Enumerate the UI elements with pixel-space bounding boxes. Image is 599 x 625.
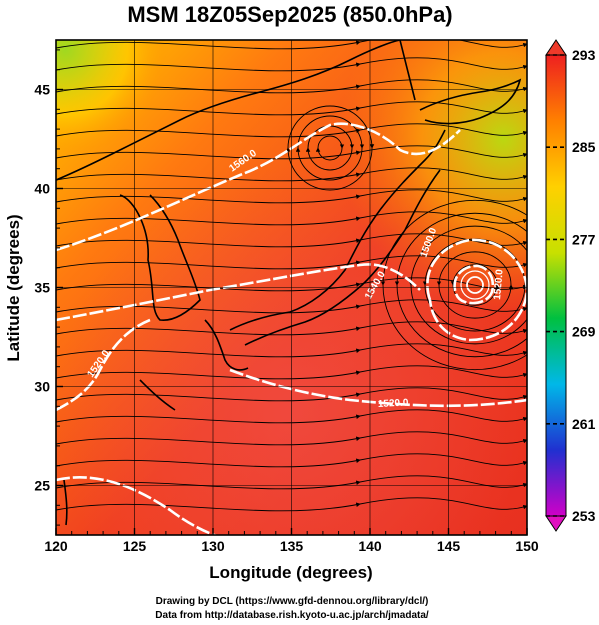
contour-typhoon-outer [426,238,527,342]
map-title: MSM 18Z05Sep2025 (850.0hPa) [127,2,452,27]
map-plot-area: 1560.0 1540.0 1520.0 1520.0 1520.0 1500.… [56,40,527,535]
streamline [56,255,527,270]
contour-label-1520-south: 1520.0 [378,397,410,410]
y-tick-label: 30 [34,379,50,395]
y-tick-label: 45 [34,82,50,98]
colorbar-ticks: 253 261 269 277 285 293 [546,47,596,524]
streamline [56,145,527,160]
contour-1540 [56,263,421,322]
colorbar: 253 261 269 277 285 293 [545,39,596,532]
coastlines [56,40,522,526]
colorbar-top-arrow [545,39,567,56]
lat-lon-grid [56,40,527,535]
colorbar-tick-label: 293 [572,47,596,63]
coastline-continent [56,40,401,181]
contour-1520-south [229,368,527,408]
credit-data: Data from http://database.rish.kyoto-u.a… [155,610,429,621]
streamline [56,475,527,490]
streamline [56,365,527,380]
streamline [56,497,527,512]
contour-1520-west [56,318,151,412]
x-axis: 120 125 130 135 140 145 150 [44,528,539,554]
x-tick-label: 145 [437,538,461,554]
x-tick-label: 140 [358,538,382,554]
streamline [56,79,527,94]
x-tick-label: 135 [280,538,304,554]
coastline-honshu-pacific [244,169,441,346]
streamline [285,105,375,191]
coastline-kyushu [204,319,249,371]
typhoon-eye [466,276,484,294]
y-axis-label: Latitude (degrees) [4,214,23,361]
x-tick-label: 150 [515,538,539,554]
colorbar-bar [545,54,567,517]
contour-1560 [56,122,461,252]
streamline [56,233,527,248]
geopotential-contours [56,122,527,535]
colorbar-tick-label: 269 [572,324,596,340]
streamline [56,343,527,358]
streamline [56,40,527,50]
x-tick-label: 120 [44,538,68,554]
streamline [56,409,527,424]
x-axis-label: Longitude (degrees) [209,563,372,582]
coastline-honshu [229,129,446,331]
colorbar-tick-label: 277 [572,231,596,247]
colorbar-tick-label: 261 [572,416,596,432]
streamline [56,101,527,116]
y-tick-label: 40 [34,181,50,197]
coastline-taiwan [63,479,68,526]
y-axis: 25 30 35 40 45 [34,49,63,526]
coastline-ryukyu [139,379,176,411]
y-tick-label: 25 [34,478,50,494]
colorbar-tick-label: 253 [572,508,596,524]
streamline [56,387,527,402]
coastline-sakhalin [399,40,416,101]
x-tick-label: 130 [201,538,225,554]
coastline-korea [119,194,201,321]
y-tick-label: 35 [34,280,50,296]
streamline [56,431,527,446]
streamline [380,199,527,371]
credit-drawing: Drawing by DCL (https://www.gfd-dennou.o… [156,596,429,607]
typhoon-eye-ring [460,270,490,300]
streamline [56,453,527,468]
coastline-hokkaido [419,78,522,125]
streamline [56,57,527,72]
contour-label-1520-east: 1520.0 [492,268,506,300]
streamlines [56,40,527,512]
streamline [56,189,527,204]
contour-typhoon-inner [453,264,495,305]
contour-1520-southwest [56,476,218,535]
colorbar-tick-label: 285 [572,139,596,155]
streamline [56,123,527,138]
colorbar-bottom-arrow [545,515,567,532]
streamline [56,299,527,314]
x-tick-label: 125 [123,538,147,554]
typhoon-vortex [460,270,490,300]
